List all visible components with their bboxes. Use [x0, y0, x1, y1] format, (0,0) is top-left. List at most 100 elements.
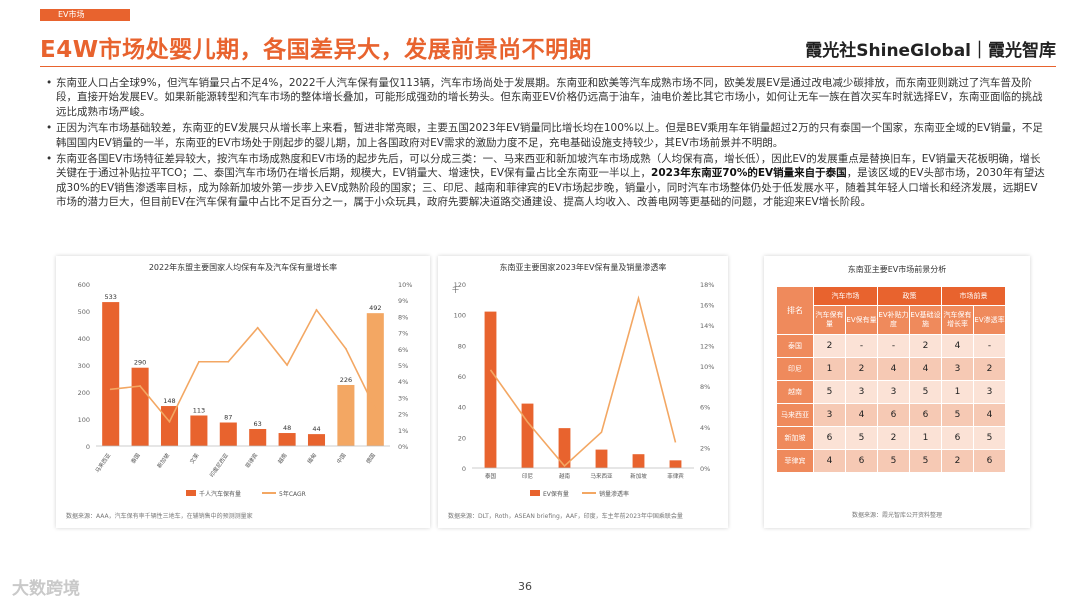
chart2-y2-tick: 2%	[700, 445, 710, 453]
chart1-cagr-point	[315, 309, 318, 311]
chart2-x-tick: 印尼	[522, 473, 534, 480]
chart1-cagr-point	[345, 347, 347, 350]
table-cell: 1	[813, 357, 846, 381]
chart1-y2-tick: 0%	[398, 443, 408, 451]
chart1-cagr-point	[256, 326, 259, 329]
row-country: 马来西亚	[776, 403, 814, 427]
chart1-source: 数据来源：AAA，汽车保有率千辆性三地车，在辅销售中的预测测量家	[66, 512, 253, 520]
chart1-bar	[366, 313, 384, 446]
table-row: 越南 5 3 3 5 1 3	[776, 380, 1006, 404]
chart2-y-tick: 60	[458, 373, 466, 381]
table-cell: 2	[909, 334, 942, 358]
table-cell: -	[877, 334, 910, 358]
chart1-y2-tick: 2%	[398, 411, 408, 419]
chart1-bar	[102, 302, 120, 446]
chart2-unit: 千	[452, 285, 459, 294]
chart1-bar-label: 44	[312, 425, 320, 433]
table-cell: -	[845, 334, 878, 358]
table-cell: 4	[813, 449, 846, 473]
chart1-cagr-point	[286, 364, 288, 366]
table-cell: 5	[941, 403, 974, 427]
chart2-legend-bar: EV保有量	[543, 490, 569, 498]
chart1-bar	[190, 415, 208, 446]
bullet-3-post: ，是该区域的EV头部市场，2030年有望达成30%的EV销售渗透率目标，成为除新…	[56, 167, 1045, 209]
chart1-legend-line: 5年CAGR	[279, 490, 306, 498]
col-header: 汽车保有增长率	[941, 305, 974, 335]
chart1-y2-tick: 7%	[398, 330, 408, 338]
chart2-y2-tick: 6%	[700, 404, 710, 412]
chart1-bar	[219, 422, 237, 446]
chart1-y-tick: 0	[86, 443, 90, 451]
chart1-y-tick: 500	[78, 308, 90, 316]
table-cell: 1	[909, 426, 942, 450]
chart2-y-tick: 100	[454, 312, 466, 320]
chart1-bar-label: 492	[369, 304, 381, 312]
row-country: 印尼	[776, 357, 814, 381]
chart3-panel: 东南亚主要EV市场前景分析 排名 汽车市场 政策 市场前景 汽车保有量 EV保有…	[764, 256, 1030, 528]
chart2-legend: EV保有量 销量渗透率	[530, 490, 629, 498]
chart1-bar	[249, 428, 267, 446]
chart1-y2-tick: 5%	[398, 362, 408, 370]
table-cell: 6	[845, 449, 878, 473]
table-cell: 2	[813, 334, 846, 358]
chart1-x-tick: 德国	[364, 451, 377, 465]
chart1-legend: 千人汽车保有量 5年CAGR	[186, 490, 306, 498]
chart1-bar-label: 48	[283, 424, 291, 432]
table-row: 印尼 1 2 4 4 3 2	[776, 357, 1006, 381]
chart2-x-tick: 泰国	[485, 472, 497, 480]
chart1-y-tick: 100	[78, 416, 90, 424]
chart2-y2-tick: 14%	[700, 322, 714, 330]
table-cell: 4	[941, 334, 974, 358]
chart1-x-tick: 文莱	[188, 451, 201, 465]
chart1-x-tick: 菲律宾	[243, 451, 259, 470]
table-cell: 6	[877, 403, 910, 427]
chart2-title: 东南亚主要国家2023年EV保有量及销量渗透率	[500, 262, 667, 272]
chart1-title: 2022年东盟主要国家人均保有车及汽车保有量增长率	[149, 262, 337, 272]
table-cell: 4	[845, 403, 878, 427]
chart2-legend-line: 销量渗透率	[599, 490, 629, 498]
row-country: 新加坡	[776, 426, 814, 450]
group-header-outlook: 市场前景	[941, 286, 1006, 306]
chart2-y2-tick: 18%	[700, 281, 714, 289]
chart1-bar-label: 148	[163, 397, 175, 405]
chart2-x-tick: 马来西亚	[590, 472, 613, 480]
chart1-y2-tick: 6%	[398, 346, 408, 354]
row-country: 越南	[776, 380, 814, 404]
table-cell: 5	[813, 380, 846, 404]
row-country: 菲律宾	[776, 449, 814, 473]
table-cell: 5	[909, 380, 942, 404]
table-cell: 6	[909, 403, 942, 427]
chart1-bar	[160, 406, 179, 446]
table-cell: 6	[973, 449, 1006, 473]
table-row: 马来西亚 3 4 6 6 5 4	[776, 403, 1006, 427]
chart1-bar-label: 63	[254, 420, 262, 428]
page-number: 36	[518, 580, 532, 593]
chart2-y2-tick: 0%	[700, 465, 710, 473]
title-rule	[40, 66, 1056, 67]
chart2-y2-tick: 12%	[700, 342, 714, 350]
bullet-3-highlight: 2023年东南亚70%的EV销量来自于泰国	[651, 167, 847, 180]
table-cell: 5	[973, 426, 1006, 450]
chart1-bar-label: 113	[193, 406, 205, 414]
col-header: EV渗透率	[973, 305, 1006, 335]
chart1-cagr-point	[198, 360, 200, 363]
chart2-bar	[669, 460, 682, 468]
chart2-y-tick: 20	[458, 434, 466, 442]
chart1-bar	[307, 434, 326, 446]
table-cell: 4	[973, 403, 1006, 427]
chart2-y2-tick: 4%	[700, 424, 710, 432]
table-cell: 3	[845, 380, 878, 404]
chart3-source: 数据来源：霞光智库公开资料整理	[851, 512, 942, 519]
chart1-y-tick: 300	[78, 362, 90, 370]
table-row: 泰国 2- -2 4-	[776, 334, 1006, 358]
chart1-bar	[278, 433, 296, 446]
brand-logo-text: 霞光社ShineGlobal｜霞光智库	[805, 41, 1056, 61]
table-cell: 2	[941, 449, 974, 473]
chart1-x-tick: 缅甸	[305, 451, 318, 465]
watermark: 大数跨境	[12, 579, 80, 599]
table-cell: 5	[845, 426, 878, 450]
chart2-x-tick: 新加坡	[630, 472, 647, 480]
chart1-legend-bar: 千人汽车保有量	[199, 490, 241, 498]
chart1-cagr-point	[168, 420, 171, 423]
table-cell: -	[973, 334, 1006, 358]
